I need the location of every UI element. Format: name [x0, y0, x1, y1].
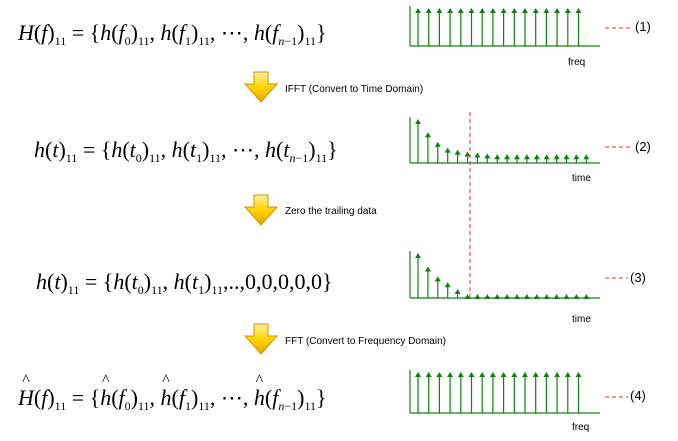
stem-arrowhead [415, 253, 421, 258]
stem-arrowhead [479, 372, 486, 377]
stem-arrowhead [474, 152, 481, 158]
stem-plot-4 [409, 370, 600, 414]
equation-2: h(t)11 = {h(t0)11, h(t1)11, ⋯, h(tn−1)11… [34, 137, 338, 165]
stem-arrowhead [564, 372, 571, 377]
stem-arrowhead [554, 372, 561, 377]
stem-arrowhead [583, 294, 590, 299]
equation-number-2: (2) [635, 139, 651, 154]
stem-arrowhead [484, 153, 491, 159]
down-arrow-icon-2 [243, 194, 279, 226]
stem-arrowhead [514, 294, 520, 299]
stem-arrowhead [457, 372, 464, 377]
equation-4: H(f)11 = {h(f0)11, h(f1)11, ⋯, h(fn−1)11… [18, 372, 327, 414]
stem-arrowhead [489, 372, 496, 377]
stem-arrowhead [479, 8, 486, 13]
stem-arrowhead [457, 8, 464, 13]
stem-arrowhead [494, 294, 501, 299]
stem-arrowhead [553, 154, 560, 160]
step-label-ifft: IFFT (Convert to Time Domain) [285, 84, 424, 95]
stem-arrowhead [489, 8, 496, 13]
stem-arrowhead [425, 8, 432, 13]
stem-arrowhead [415, 8, 421, 13]
stem-arrowhead [444, 147, 451, 153]
stem-arrowhead [447, 8, 454, 13]
down-arrow-icon-3 [243, 323, 279, 355]
stem-arrowhead [523, 154, 530, 160]
stem-arrowhead [434, 141, 441, 147]
axis-label-freq-1: freq [568, 57, 586, 68]
equation-number-3: (3) [630, 270, 646, 285]
step-label-fft: FFT (Convert to Frequency Domain) [285, 336, 446, 347]
stem-arrowhead [522, 8, 528, 13]
stem-arrowhead [454, 289, 461, 294]
stem-arrowhead [553, 294, 560, 299]
stem-plot-3 [409, 251, 600, 299]
stem-arrowhead [563, 154, 570, 160]
axis-label-freq-4: freq [572, 422, 590, 433]
stem-arrowhead [468, 8, 475, 13]
stem-arrowhead [454, 149, 461, 155]
stem-arrowhead [533, 154, 540, 160]
stem-arrowhead [511, 8, 518, 13]
stem-arrowhead [543, 294, 550, 299]
stem-arrowhead [447, 372, 454, 377]
equation-number-1: (1) [635, 19, 651, 34]
stem-arrowhead [543, 372, 550, 377]
stem-arrowhead [494, 154, 501, 160]
stem-arrowhead [563, 294, 570, 299]
equation-1: H(f)11 = {h(f0)11, h(f1)11, ⋯, h(fn−1)11… [18, 20, 327, 48]
stem-arrowhead [484, 294, 491, 299]
stem-arrowhead [504, 294, 511, 299]
stem-arrowhead [573, 294, 580, 299]
stem-arrowhead [511, 372, 518, 377]
stem-arrowhead [523, 294, 530, 299]
stem-arrowhead [583, 154, 590, 160]
stem-plot-1 [409, 6, 600, 47]
stem-arrowhead [464, 294, 471, 299]
down-arrow-icon-1 [243, 71, 279, 103]
stem-arrowhead [522, 372, 528, 377]
stem-arrowhead [532, 8, 539, 13]
stem-arrowhead [500, 8, 507, 13]
step-label-zero: Zero the trailing data [285, 206, 377, 217]
stem-arrowhead [504, 154, 511, 160]
equation-3: h(t)11 = {h(t0)11, h(t1)11,..,0,0,0,0,0} [36, 269, 333, 297]
stem-plot-2 [409, 117, 600, 164]
stem-arrowhead [464, 151, 471, 157]
stem-arrowhead [514, 154, 520, 160]
equation-number-4: (4) [630, 388, 646, 403]
stem-arrowhead [532, 372, 539, 377]
stem-arrowhead [424, 132, 431, 138]
stem-arrowhead [436, 372, 443, 377]
stem-arrowhead [434, 276, 441, 282]
stem-arrowhead [543, 8, 550, 13]
stem-arrowhead [543, 154, 550, 160]
stem-arrowhead [500, 372, 507, 377]
stem-arrowhead [444, 282, 451, 288]
stem-arrowhead [474, 294, 481, 299]
axis-label-time-3: time [572, 314, 591, 325]
stem-arrowhead [415, 119, 421, 124]
stem-arrowhead [575, 372, 582, 377]
stem-arrowhead [575, 8, 582, 13]
stem-arrowhead [564, 8, 571, 13]
stem-arrowhead [424, 266, 431, 272]
stem-arrowhead [436, 8, 443, 13]
stem-arrowhead [468, 372, 475, 377]
stem-arrowhead [554, 8, 561, 13]
axis-label-time-2: time [572, 173, 591, 184]
stem-arrowhead [415, 372, 421, 377]
stem-arrowhead [425, 372, 432, 377]
stem-arrowhead [573, 154, 580, 160]
stem-arrowhead [533, 294, 540, 299]
